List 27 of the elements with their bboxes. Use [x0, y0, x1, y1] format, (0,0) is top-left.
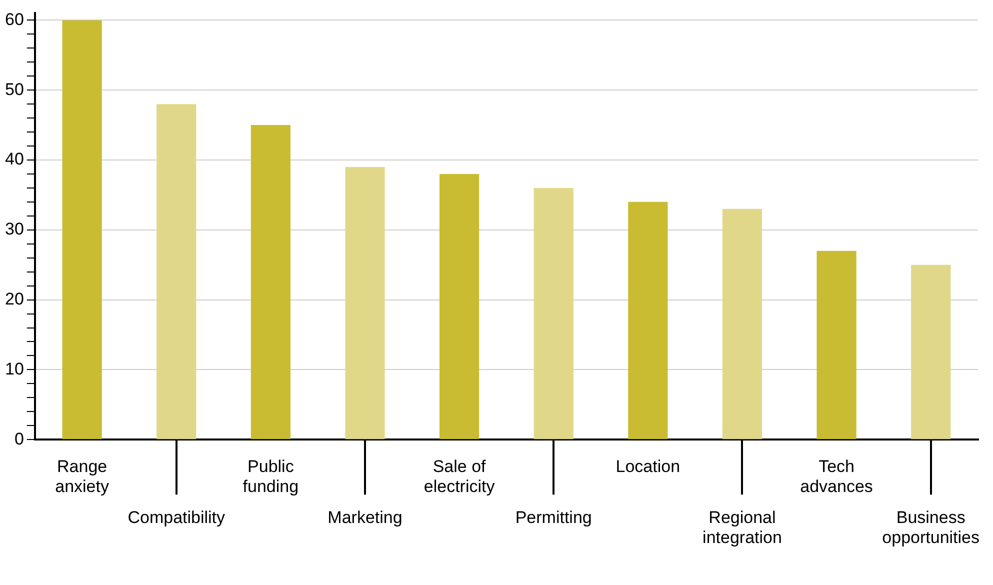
bar	[911, 264, 951, 440]
bar	[62, 20, 102, 440]
x-tick-label: Public funding	[242, 456, 299, 496]
bar	[722, 208, 762, 440]
y-tick-label: 30	[4, 220, 24, 239]
bar	[156, 104, 196, 440]
y-tick-label: 50	[4, 80, 24, 99]
x-tick-label: Location	[616, 456, 680, 476]
y-tick-label: 0	[14, 429, 24, 448]
x-tick-label: Permitting	[515, 508, 592, 527]
x-tick-label: Sale of electricity	[424, 456, 496, 496]
bar	[345, 166, 385, 440]
y-tick-label: 60	[4, 10, 24, 29]
x-tick-label: Range anxiety	[55, 456, 110, 496]
y-tick-label: 20	[4, 289, 24, 308]
y-tick-label: 40	[4, 150, 24, 169]
x-tick-label: Regional integration	[702, 508, 782, 547]
x-tick-label: Business opportunities	[882, 508, 980, 547]
bar	[439, 174, 480, 440]
bar	[628, 202, 668, 440]
y-tick-label: 10	[4, 359, 24, 378]
bar	[250, 125, 290, 440]
x-tick-label: Marketing	[328, 508, 402, 527]
bar	[534, 188, 574, 440]
bar	[816, 250, 856, 440]
x-tick-label: Compatibility	[128, 508, 226, 527]
x-tick-label: Tech advances	[800, 456, 873, 496]
